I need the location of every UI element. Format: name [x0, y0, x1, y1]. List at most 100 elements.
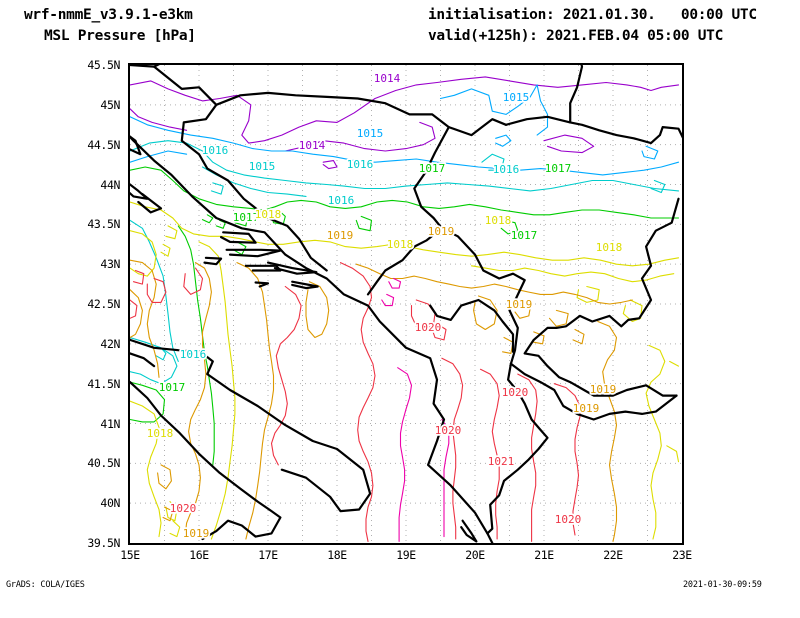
y-tick-45N: 45N	[100, 97, 120, 112]
contour-1019	[130, 259, 160, 378]
contour-label-halo: 1019	[573, 402, 600, 415]
contour-label-1020: 1020	[170, 502, 197, 515]
contour-label-1016: 1016	[347, 158, 374, 171]
x-tick-23E: 23E	[672, 548, 692, 562]
contour-label-halo: 1020	[502, 386, 529, 399]
contour-label-1019: 1019	[590, 383, 617, 396]
contour-1018	[130, 201, 680, 267]
contour-1018	[198, 241, 236, 540]
contour-1019	[473, 295, 498, 331]
x-tick-20E: 20E	[465, 548, 485, 562]
contour-1021	[441, 418, 450, 538]
contour-label-1015: 1015	[357, 127, 384, 140]
contour-1017	[177, 225, 215, 466]
contour-label-halo: 1016	[202, 144, 229, 157]
coastline-segment	[219, 231, 257, 244]
contour-label-1016: 1016	[493, 163, 520, 176]
contour-1019	[548, 309, 569, 327]
contour-1017	[234, 214, 248, 227]
y-tick-45.5N: 45.5N	[87, 58, 120, 72]
contour-1018	[169, 520, 181, 538]
coastline-segment	[130, 381, 282, 541]
contour-label-1019: 1019	[573, 402, 600, 415]
contour-label-1020: 1020	[502, 386, 529, 399]
contour-label-1017: 1017	[511, 229, 538, 242]
contour-label-1019: 1019	[327, 229, 354, 242]
contour-label-1016: 1016	[180, 348, 207, 361]
contour-label-1018: 1018	[596, 241, 623, 254]
coastline-segment	[509, 362, 678, 421]
coastline-segment	[440, 227, 526, 365]
contour-label-1017: 1017	[545, 162, 572, 175]
coastline-segment	[130, 338, 372, 513]
contour-label-halo: 1015	[249, 160, 276, 173]
contour-1020	[553, 383, 581, 536]
y-tick-41N: 41N	[100, 416, 120, 431]
x-tick-18E: 18E	[327, 548, 347, 562]
contour-label-halo: 1017	[419, 162, 446, 175]
contour-1019	[236, 262, 275, 540]
contour-label-1021: 1021	[488, 455, 515, 468]
contour-label-halo: 1017	[511, 229, 538, 242]
contour-label-1014: 1014	[374, 72, 401, 85]
contour-label-1018: 1018	[147, 427, 174, 440]
contour-label-halo: 1019	[428, 225, 455, 238]
coastline-segment	[203, 256, 223, 266]
contour-1018	[165, 501, 178, 522]
contour-1019	[162, 506, 174, 522]
grads-credit: GrADS: COLA/IGES	[6, 580, 85, 590]
contour-label-1015: 1015	[249, 160, 276, 173]
contour-label-1020: 1020	[435, 424, 462, 437]
contour-label-halo: 1021	[488, 455, 515, 468]
coastline-segment	[504, 115, 572, 126]
coastline-segment	[130, 135, 142, 156]
contour-1018	[165, 225, 178, 240]
contour-1018	[130, 230, 157, 277]
contour-1018	[470, 265, 675, 283]
contour-label-halo: 1019	[590, 383, 617, 396]
contour-1016	[210, 182, 224, 195]
contour-1019	[533, 331, 545, 345]
contour-label-halo: 1016	[180, 348, 207, 361]
contour-label-1017: 1017	[233, 211, 260, 224]
contour-1020	[146, 277, 167, 303]
contour-1014	[284, 121, 436, 152]
contour-1018	[576, 285, 600, 303]
contour-plot-area: 1014 1014 1014 1014 1015 1015 1015 1015 1015 1015…	[128, 63, 684, 545]
contour-1019	[502, 336, 514, 354]
contour-1020	[339, 262, 376, 542]
contour-label-1019: 1019	[506, 298, 533, 311]
contour-label-1017: 1017	[419, 162, 446, 175]
contour-label-halo: 1020	[435, 424, 462, 437]
contour-label-halo: 1018	[387, 238, 414, 251]
coastline-segment	[429, 298, 515, 353]
contour-1019	[157, 464, 172, 490]
contour-label-halo: 1019	[327, 229, 354, 242]
contour-label-halo: 1015	[503, 91, 530, 104]
contour-1020	[183, 267, 204, 295]
contour-1018	[160, 243, 171, 257]
y-tick-42N: 42N	[100, 336, 120, 351]
contour-1017	[130, 381, 166, 423]
y-tick-39.5N: 39.5N	[87, 536, 120, 550]
contour-1014	[322, 160, 338, 170]
contour-1018	[645, 344, 666, 540]
valid-time: valid(+125h): 2021.FEB.04 05:00 UTC	[428, 28, 724, 44]
contour-1016	[130, 140, 680, 192]
contour-1017	[355, 215, 373, 232]
coastline-segment	[225, 248, 282, 258]
contour-label-halo: 1014	[299, 139, 326, 152]
contour-1019	[130, 289, 143, 339]
contour-1017	[232, 241, 247, 256]
contour-label-halo: 1017	[233, 211, 260, 224]
contour-1019	[597, 320, 618, 542]
coastline-segment	[523, 197, 680, 397]
contour-1020	[132, 269, 145, 285]
variable-title: MSL Pressure [hPa]	[44, 28, 196, 44]
contour-plot-svg: 1014101410141014101510151015101510151015…	[130, 65, 682, 543]
coastline-segment	[130, 352, 156, 368]
contour-label-halo: 1020	[415, 321, 442, 334]
coastline-segment	[215, 91, 508, 137]
contour-1021	[381, 293, 395, 307]
contour-1015	[641, 145, 659, 160]
